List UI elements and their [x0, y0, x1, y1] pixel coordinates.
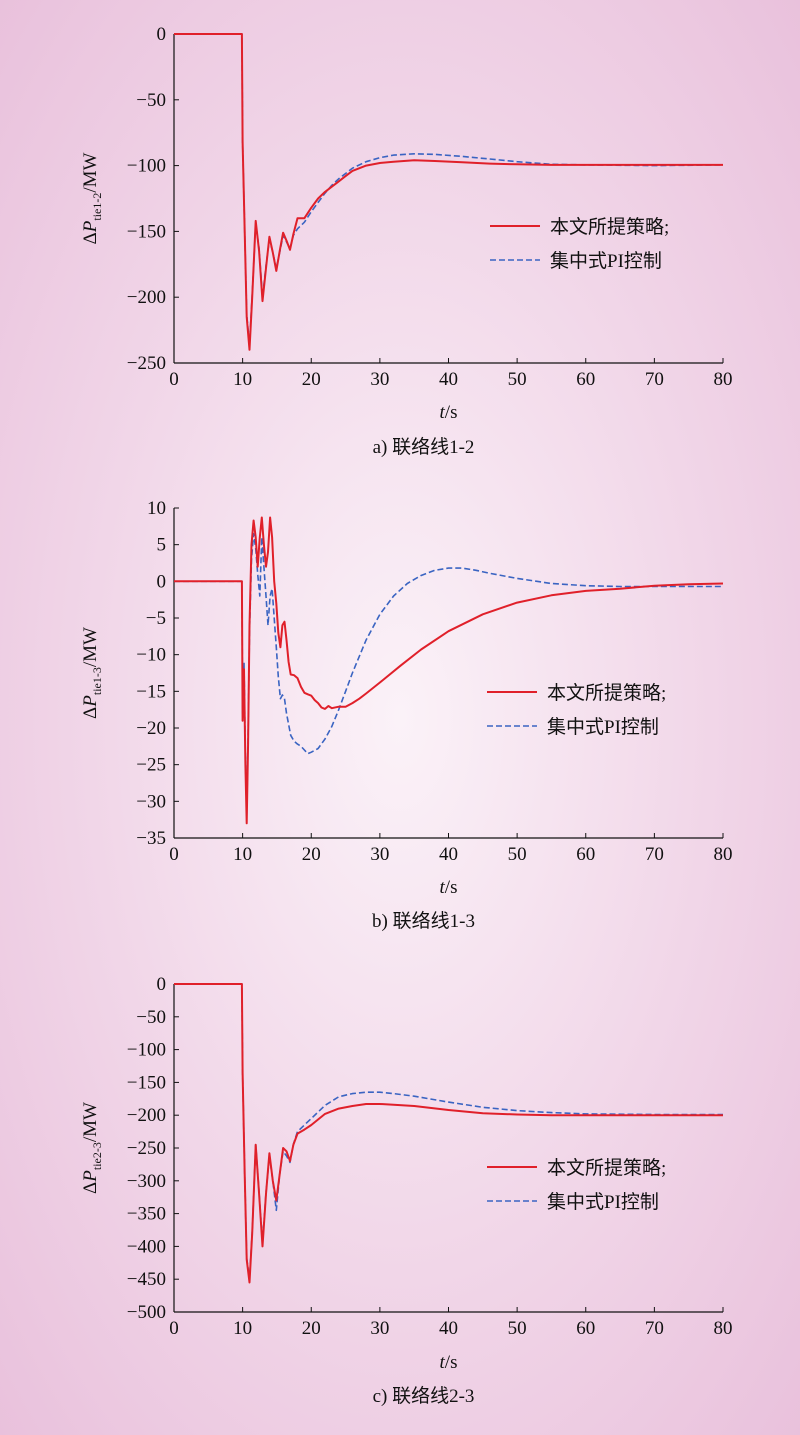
y-tick-label: −30 — [136, 791, 166, 812]
y-tick-label: −100 — [127, 156, 166, 177]
y-axis-label: ΔPtie1-3/MW — [80, 627, 104, 719]
legend-label: 本文所提策略; — [550, 216, 669, 238]
y-tick-label: −10 — [136, 645, 166, 666]
figure-caption: a) 联络线1-2 — [373, 436, 475, 458]
x-tick-label: 50 — [508, 844, 527, 865]
y-tick-label: −450 — [127, 1269, 166, 1290]
y-tick-label: −200 — [127, 1105, 166, 1126]
series-line-proposed — [174, 33, 723, 351]
x-tick-label: 60 — [576, 369, 595, 390]
series-line-pi — [174, 532, 723, 817]
x-tick-label: 70 — [645, 369, 664, 390]
x-tick-label: 20 — [302, 1318, 321, 1339]
legend-label: 集中式PI控制 — [547, 1191, 659, 1213]
x-tick-label: 60 — [576, 844, 595, 865]
x-tick-label: 60 — [576, 1318, 595, 1339]
series-line-proposed — [174, 983, 723, 1284]
y-axis-label: ΔPtie1-2/MW — [80, 152, 104, 244]
y-axis-label: ΔPtie2-3/MW — [80, 1102, 104, 1194]
y-tick-label: −5 — [146, 608, 166, 629]
x-tick-label: 40 — [439, 369, 458, 390]
y-tick-label: −35 — [136, 828, 166, 849]
y-tick-label: 10 — [147, 498, 166, 519]
x-tick-label: 50 — [508, 1318, 527, 1339]
x-tick-label: 40 — [439, 844, 458, 865]
legend-label: 集中式PI控制 — [547, 716, 659, 738]
y-tick-label: 0 — [157, 974, 167, 995]
x-tick-label: 80 — [714, 1318, 733, 1339]
chart-panel-c: 0 10 20 30 40 50 60 70 80 0 −50 −100 −150 −200 −250 −30… — [80, 974, 733, 1407]
series-line-pi — [174, 33, 724, 346]
x-tick-label: 0 — [169, 1318, 179, 1339]
x-tick-label: 50 — [508, 369, 527, 390]
legend-label: 集中式PI控制 — [550, 250, 662, 272]
x-tick-label: 70 — [645, 1318, 664, 1339]
x-tick-label: 20 — [302, 369, 321, 390]
y-tick-label: −50 — [136, 1007, 166, 1028]
y-tick-label: −500 — [127, 1302, 166, 1323]
x-tick-label: 20 — [302, 844, 321, 865]
y-tick-label: −150 — [127, 1072, 166, 1093]
x-tick-label: 30 — [370, 369, 389, 390]
x-axis-label: t/s — [440, 877, 458, 898]
series-line-proposed — [174, 516, 724, 825]
y-tick-label: 0 — [157, 571, 167, 592]
legend-label: 本文所提策略; — [547, 1157, 666, 1179]
x-tick-label: 10 — [233, 844, 252, 865]
x-tick-label: 80 — [714, 844, 733, 865]
y-tick-label: −20 — [136, 718, 166, 739]
x-tick-label: 70 — [645, 844, 664, 865]
x-tick-label: 10 — [233, 1318, 252, 1339]
x-axis-label: t/s — [440, 1352, 458, 1373]
y-tick-label: 0 — [157, 24, 167, 45]
y-tick-label: −100 — [127, 1040, 166, 1061]
x-tick-label: 30 — [370, 844, 389, 865]
figure-caption: c) 联络线2-3 — [373, 1385, 475, 1407]
x-tick-label: 0 — [169, 844, 179, 865]
y-tick-label: −250 — [127, 353, 166, 374]
y-tick-label: −300 — [127, 1171, 166, 1192]
y-tick-label: −15 — [136, 681, 166, 702]
y-tick-label: −250 — [127, 1138, 166, 1159]
series-line-pi — [174, 983, 723, 1280]
legend-label: 本文所提策略; — [547, 682, 666, 704]
chart-panel-b: 0 10 20 30 40 50 60 70 801050−5−10−15−20−25−30−3… — [80, 498, 733, 932]
x-tick-label: 10 — [233, 369, 252, 390]
y-tick-label: −50 — [136, 90, 166, 111]
figure-caption: b) 联络线1-3 — [372, 910, 475, 932]
y-tick-label: 5 — [157, 535, 167, 556]
x-axis-label: t/s — [440, 402, 458, 423]
chart-panel-a: 0 10 20 30 40 50 60 70 80 0 −50 −100 −150 −200 −250 本文所… — [80, 24, 733, 458]
y-tick-label: −25 — [136, 755, 166, 776]
y-tick-label: −400 — [127, 1236, 166, 1257]
x-tick-label: 80 — [714, 369, 733, 390]
x-tick-label: 40 — [439, 1318, 458, 1339]
y-tick-label: −150 — [127, 221, 166, 242]
x-tick-label: 0 — [169, 369, 179, 390]
y-tick-label: −350 — [127, 1204, 166, 1225]
y-tick-label: −200 — [127, 287, 166, 308]
x-tick-label: 30 — [370, 1318, 389, 1339]
